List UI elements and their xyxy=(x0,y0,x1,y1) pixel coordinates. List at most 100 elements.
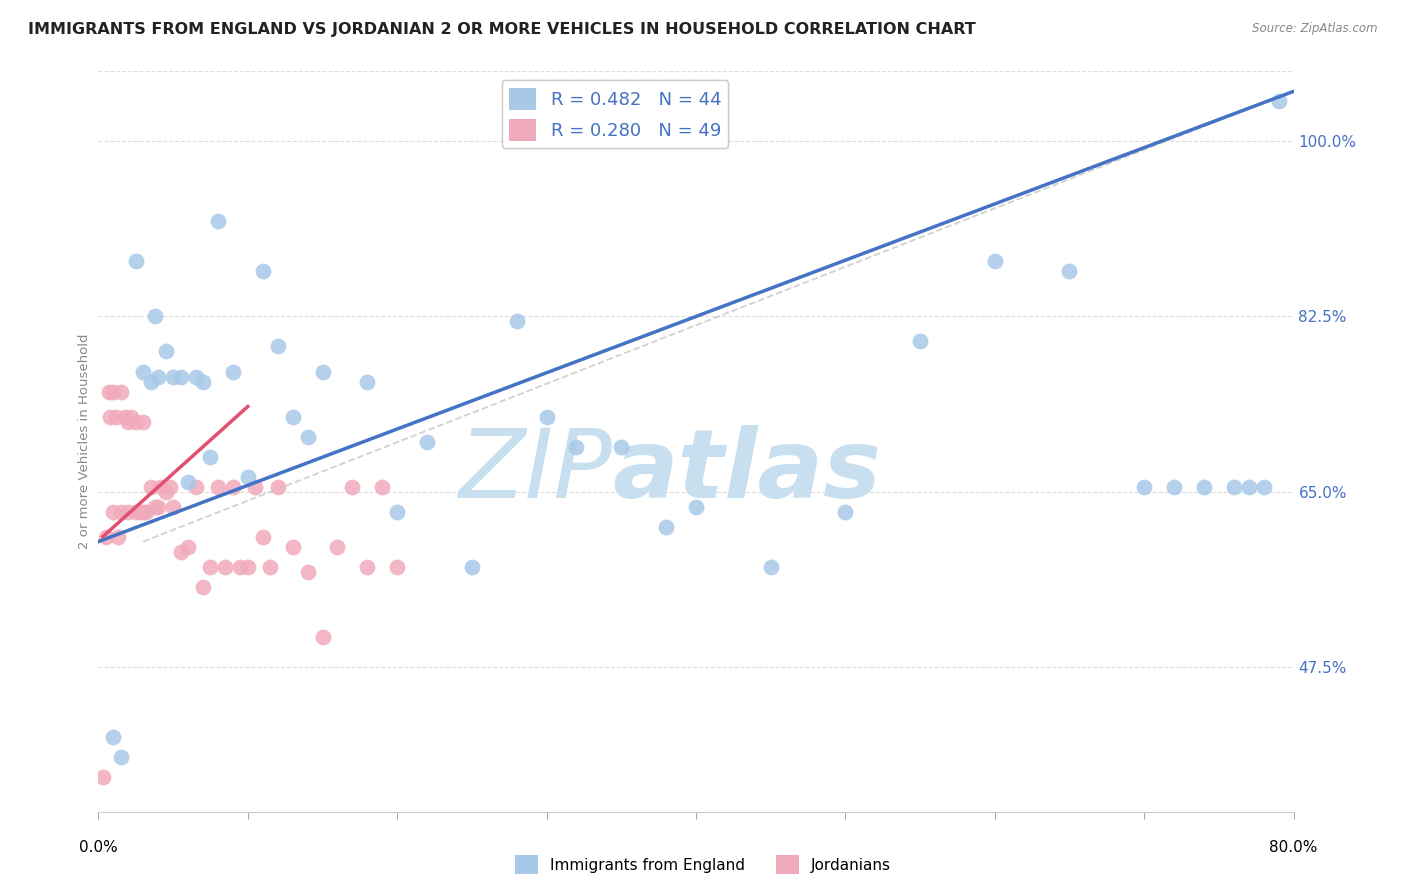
Point xyxy=(103,505,125,519)
Point xyxy=(1059,264,1081,278)
Point xyxy=(281,540,304,554)
Legend: Immigrants from England, Jordanians: Immigrants from England, Jordanians xyxy=(509,849,897,880)
Point xyxy=(207,479,229,493)
Point xyxy=(385,559,409,574)
Point xyxy=(207,214,229,228)
Point xyxy=(143,310,166,324)
Point xyxy=(356,375,378,389)
Point xyxy=(281,409,304,424)
Point xyxy=(252,264,274,278)
Point xyxy=(655,519,678,533)
Point xyxy=(267,479,290,493)
Point xyxy=(125,415,148,429)
Point xyxy=(222,479,245,493)
Point xyxy=(356,559,378,574)
Point xyxy=(169,369,191,384)
Point xyxy=(759,559,782,574)
Point xyxy=(177,475,200,489)
Point xyxy=(461,559,484,574)
Point xyxy=(135,505,157,519)
Point xyxy=(94,530,117,544)
Point xyxy=(155,344,177,359)
Point xyxy=(177,540,200,554)
Point xyxy=(97,384,120,399)
Point xyxy=(103,730,125,744)
Point xyxy=(125,505,148,519)
Point xyxy=(150,479,173,493)
Text: 0.0%: 0.0% xyxy=(79,840,118,855)
Point xyxy=(214,559,236,574)
Point xyxy=(107,530,129,544)
Point xyxy=(245,479,267,493)
Point xyxy=(139,479,162,493)
Point xyxy=(191,580,214,594)
Point xyxy=(110,505,132,519)
Point xyxy=(200,559,222,574)
Point xyxy=(143,500,166,514)
Point xyxy=(155,484,177,499)
Point xyxy=(117,415,139,429)
Point xyxy=(125,254,148,268)
Point xyxy=(1267,95,1289,109)
Point xyxy=(110,384,132,399)
Point xyxy=(1237,479,1260,493)
Point xyxy=(1133,479,1156,493)
Point xyxy=(536,409,558,424)
Text: IMMIGRANTS FROM ENGLAND VS JORDANIAN 2 OR MORE VEHICLES IN HOUSEHOLD CORRELATION: IMMIGRANTS FROM ENGLAND VS JORDANIAN 2 O… xyxy=(28,22,976,37)
Point xyxy=(610,440,633,454)
Point xyxy=(311,630,333,644)
Y-axis label: 2 or more Vehicles in Household: 2 or more Vehicles in Household xyxy=(79,334,91,549)
Point xyxy=(222,364,245,378)
Text: atlas: atlas xyxy=(613,425,882,517)
Point xyxy=(91,770,114,784)
Point xyxy=(162,500,184,514)
Point xyxy=(984,254,1007,268)
Point xyxy=(259,559,281,574)
Point xyxy=(191,375,214,389)
Point xyxy=(148,500,170,514)
Point xyxy=(148,369,170,384)
Point xyxy=(114,409,136,424)
Legend: R = 0.482   N = 44, R = 0.280   N = 49: R = 0.482 N = 44, R = 0.280 N = 49 xyxy=(502,80,728,148)
Point xyxy=(311,364,333,378)
Point xyxy=(297,565,319,579)
Point xyxy=(297,429,319,443)
Point xyxy=(252,530,274,544)
Text: Source: ZipAtlas.com: Source: ZipAtlas.com xyxy=(1253,22,1378,36)
Point xyxy=(371,479,394,493)
Point xyxy=(267,339,290,353)
Text: 80.0%: 80.0% xyxy=(1270,840,1317,855)
Point xyxy=(506,314,529,328)
Point xyxy=(100,409,122,424)
Point xyxy=(416,434,439,449)
Point xyxy=(326,540,349,554)
Point xyxy=(129,505,152,519)
Point xyxy=(1192,479,1215,493)
Point xyxy=(685,500,707,514)
Point xyxy=(184,369,207,384)
Point xyxy=(1253,479,1275,493)
Point xyxy=(200,450,222,464)
Point xyxy=(385,505,409,519)
Point xyxy=(132,415,155,429)
Point xyxy=(162,369,184,384)
Point xyxy=(103,384,125,399)
Point xyxy=(565,440,588,454)
Point xyxy=(908,334,931,349)
Point xyxy=(110,749,132,764)
Point xyxy=(1163,479,1185,493)
Point xyxy=(236,469,259,483)
Point xyxy=(139,375,162,389)
Point xyxy=(184,479,207,493)
Point xyxy=(120,409,142,424)
Point xyxy=(169,544,191,558)
Point xyxy=(236,559,259,574)
Point xyxy=(105,409,128,424)
Point xyxy=(132,505,155,519)
Text: ZIP: ZIP xyxy=(458,425,613,517)
Point xyxy=(132,364,155,378)
Point xyxy=(342,479,364,493)
Point xyxy=(117,505,139,519)
Point xyxy=(834,505,856,519)
Point xyxy=(1222,479,1246,493)
